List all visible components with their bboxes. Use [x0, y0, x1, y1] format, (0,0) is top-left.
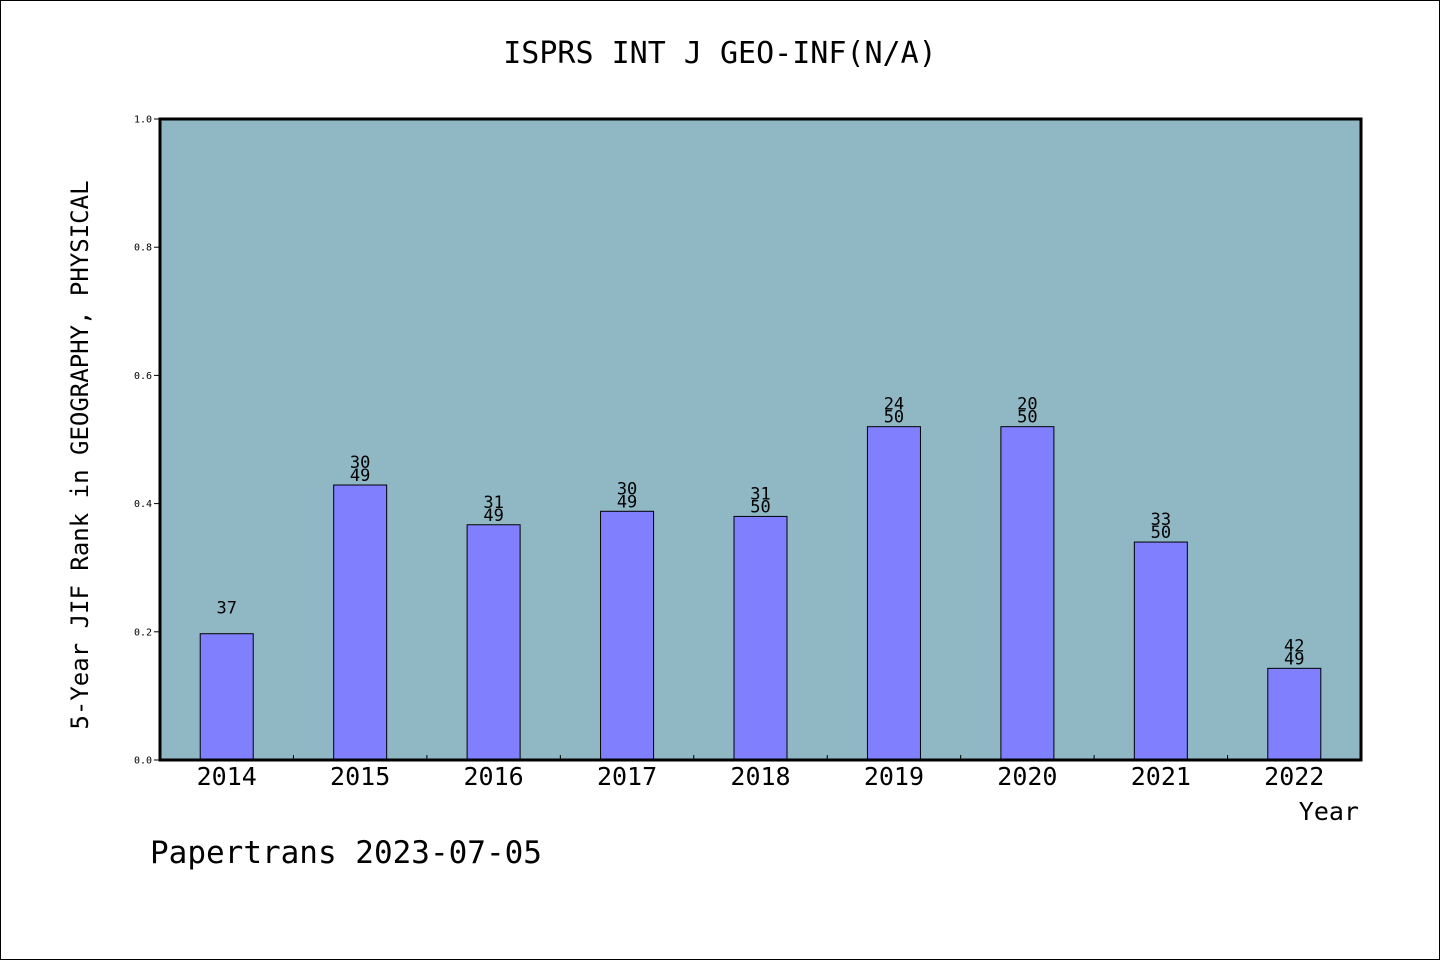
- x-tick-label: 2015: [330, 762, 390, 791]
- bar-total-label: 50: [1151, 523, 1171, 543]
- x-tick-label: 2018: [730, 762, 790, 791]
- bar: [466, 524, 521, 761]
- x-tick-label: 2020: [997, 762, 1057, 791]
- bar: [600, 510, 655, 761]
- bar-rank-label: 20: [1017, 395, 1037, 415]
- bar: [1000, 426, 1055, 761]
- y-tick-label: 0.4: [134, 499, 152, 510]
- y-tick-label: 0.2: [134, 627, 152, 638]
- x-tick-label: 2017: [597, 762, 657, 791]
- y-tick-label: 0.6: [134, 371, 152, 382]
- bar-total-label: 49: [483, 506, 503, 526]
- bar-rank-label: 31: [483, 493, 503, 513]
- bar: [866, 426, 921, 761]
- x-tick-label: 2014: [197, 762, 257, 791]
- x-axis-label: Year: [1299, 797, 1359, 826]
- bar-rank-label: 33: [1151, 510, 1171, 530]
- y-tick-label: 1.0: [134, 115, 152, 126]
- y-tick-label: 0.0: [134, 756, 152, 767]
- bar-rank-label: 42: [1284, 636, 1304, 656]
- bar: [733, 515, 788, 761]
- bar: [333, 484, 388, 761]
- plot-border: [158, 117, 1363, 762]
- bar-total-label: 50: [1017, 408, 1037, 428]
- bar-rank-label: 30: [350, 453, 370, 473]
- footer-credit: Papertrans 2023-07-05: [150, 835, 542, 871]
- x-tick-label: 2019: [864, 762, 924, 791]
- bar: [1267, 667, 1322, 761]
- bar-rank-label: 30: [617, 479, 637, 499]
- bar-total-label: 49: [350, 466, 370, 486]
- bar-total-label: 49: [1284, 649, 1304, 669]
- bar-total-label: 49: [617, 492, 637, 512]
- bar-rank-label: 31: [750, 484, 770, 504]
- x-tick-label: 2022: [1264, 762, 1324, 791]
- bar: [1133, 541, 1188, 761]
- bar-total-label: 50: [884, 408, 904, 428]
- x-tick-label: 2016: [464, 762, 524, 791]
- x-tick-label: 2021: [1131, 762, 1191, 791]
- y-tick-label: 0.8: [134, 243, 152, 254]
- chart-title: ISPRS INT J GEO-INF(N/A): [503, 36, 937, 71]
- bar-rank-label: 24: [884, 395, 904, 415]
- bar-total-label: 50: [750, 497, 770, 517]
- bar-rank-label: 37: [216, 599, 236, 619]
- bar: [199, 633, 254, 761]
